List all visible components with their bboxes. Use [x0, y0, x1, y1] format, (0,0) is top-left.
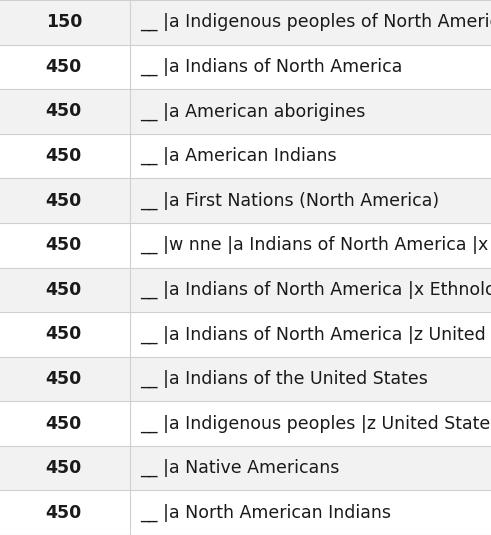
Text: 450: 450: [46, 236, 82, 254]
Bar: [0, 446, 491, 491]
Text: __ |a American Indians: __ |a American Indians: [140, 147, 336, 165]
Bar: [0, 312, 491, 357]
Bar: [0, 268, 491, 312]
Text: 450: 450: [46, 281, 82, 299]
Text: 450: 450: [46, 103, 82, 120]
Text: __ |a Indigenous peoples of North America: __ |a Indigenous peoples of North Americ…: [140, 13, 491, 32]
Bar: [0, 0, 491, 44]
Text: 450: 450: [46, 192, 82, 210]
Text: 450: 450: [46, 58, 82, 76]
Text: __ |a Indians of North America |x Ethnology: __ |a Indians of North America |x Ethnol…: [140, 281, 491, 299]
Text: __ |a North American Indians: __ |a North American Indians: [140, 503, 391, 522]
Bar: [0, 491, 491, 535]
Text: __ |a American aborigines: __ |a American aborigines: [140, 102, 365, 120]
Text: 450: 450: [46, 459, 82, 477]
Text: __ |a First Nations (North America): __ |a First Nations (North America): [140, 192, 439, 210]
Bar: [0, 134, 491, 178]
Text: 450: 450: [46, 370, 82, 388]
Text: 450: 450: [46, 325, 82, 343]
Text: __ |a Indigenous peoples |z United States: __ |a Indigenous peoples |z United State…: [140, 415, 491, 433]
Text: 450: 450: [46, 415, 82, 432]
Bar: [0, 357, 491, 401]
Bar: [0, 89, 491, 134]
Text: 450: 450: [46, 504, 82, 522]
Text: __ |a Indians of the United States: __ |a Indians of the United States: [140, 370, 428, 388]
Bar: [0, 401, 491, 446]
Text: __ |a Indians of North America |z United States: __ |a Indians of North America |z United…: [140, 325, 491, 343]
Text: __ |a Native Americans: __ |a Native Americans: [140, 459, 339, 477]
Text: 150: 150: [46, 13, 82, 31]
Bar: [0, 223, 491, 268]
Bar: [0, 178, 491, 223]
Text: __ |w nne |a Indians of North America |x Culture: __ |w nne |a Indians of North America |x…: [140, 236, 491, 254]
Text: 450: 450: [46, 147, 82, 165]
Text: __ |a Indians of North America: __ |a Indians of North America: [140, 58, 402, 76]
Bar: [0, 44, 491, 89]
